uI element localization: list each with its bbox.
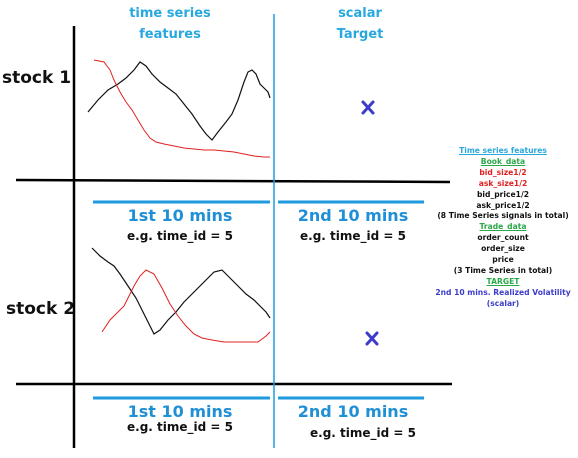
legend-book-heading: Book_data — [480, 156, 526, 166]
stock-2-label: stock 2 — [6, 299, 76, 319]
right-header-line1: scalar — [338, 6, 382, 21]
legend-target-heading: TARGET — [486, 276, 520, 286]
stock-1-target-marker-icon — [361, 100, 375, 115]
legend-bid-size: bid_size1/2 — [479, 167, 527, 177]
row-2-left-segment-label: 1st 10 mins — [127, 402, 233, 421]
legend-order-size: order_size — [481, 244, 525, 254]
stock-1-red-series — [93, 59, 270, 158]
row-2-left-example: e.g. time_id = 5 — [127, 420, 233, 434]
legend-book-note: (8 Time Series signals in total) — [437, 211, 569, 221]
right-header-line2: Target — [336, 27, 384, 42]
stock-2-black-series — [91, 247, 271, 335]
row-1-right-example: e.g. time_id = 5 — [300, 229, 406, 243]
feature-legend: Time series features Book_data bid_size1… — [430, 146, 576, 310]
legend-ask-size: ask_size1/2 — [478, 178, 528, 188]
row-1-left-example: e.g. time_id = 5 — [127, 229, 233, 243]
row-1-right-segment-label: 2nd 10 mins — [297, 206, 409, 225]
stock-1-label: stock 1 — [2, 68, 72, 88]
legend-ask-price: ask_price1/2 — [476, 200, 530, 210]
legend-trade-note: (3 Time Series in total) — [453, 265, 553, 275]
right-column-header: scalar Target — [300, 6, 420, 42]
left-column-header: time series features — [100, 6, 240, 42]
stock-1-black-series — [87, 61, 271, 141]
legend-target-line2: (scalar) — [486, 298, 520, 308]
legend-title: Time series features — [459, 146, 547, 155]
row-1-separator — [15, 178, 451, 184]
row-1-left-segment-label: 1st 10 mins — [127, 206, 233, 225]
legend-target-line1: 2nd 10 mins. Realized Volatility — [435, 287, 571, 297]
left-header-line1: time series — [129, 6, 211, 21]
legend-order-count: order_count — [477, 233, 529, 243]
legend-trade-heading: Trade_data — [479, 222, 527, 232]
left-header-line2: features — [139, 27, 201, 42]
legend-bid-price: bid_price1/2 — [476, 189, 530, 199]
row-2-right-example: e.g. time_id = 5 — [310, 426, 416, 440]
row-2-right-segment-label: 2nd 10 mins — [297, 402, 409, 421]
legend-price: price — [492, 255, 514, 265]
stock-2-target-marker-icon — [365, 331, 379, 346]
stock-2-red-series — [101, 269, 271, 343]
